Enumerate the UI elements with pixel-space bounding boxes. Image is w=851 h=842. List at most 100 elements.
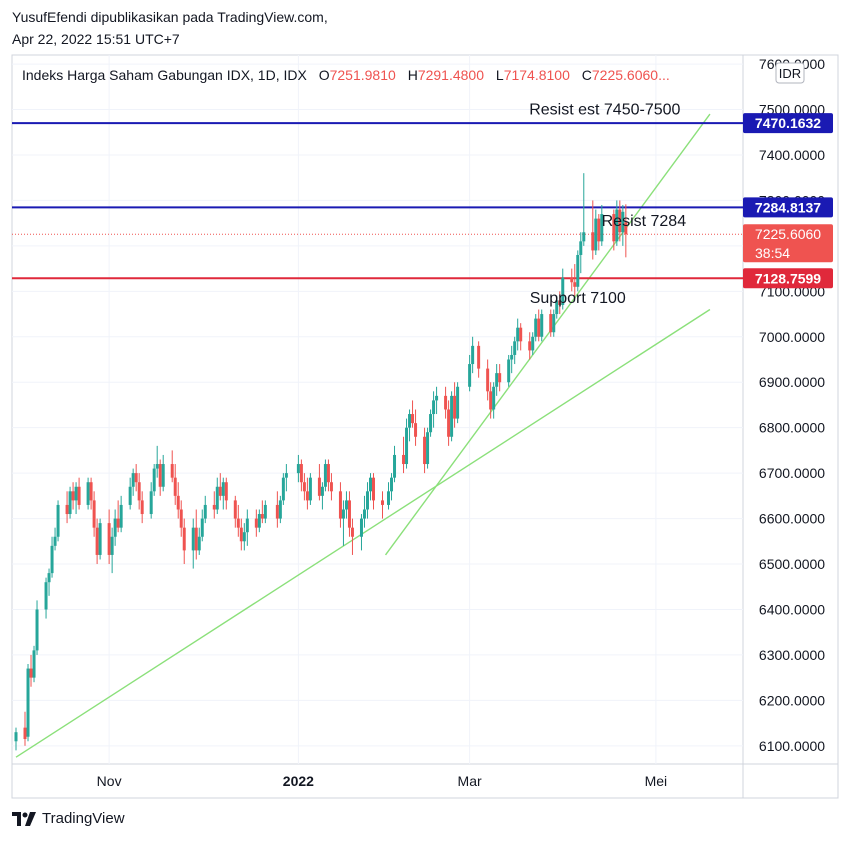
candle [371,473,375,510]
trendlines [15,113,711,758]
candle-body [212,504,216,510]
y-tick-label: 7400.0000 [759,147,825,163]
candle [534,314,538,342]
candle [92,491,96,537]
candle [477,341,481,378]
candle [71,482,75,510]
candle-body [468,364,472,387]
candle [495,364,499,396]
candle [471,336,475,374]
candle [137,473,141,510]
candle [555,295,559,319]
price-labels: 7470.1632 7284.8137 7128.7599 7225.6060 38:5… [743,113,833,289]
candle-body [435,395,439,401]
tradingview-logo-icon [12,811,36,826]
resist-price-label: 7284.8137 [755,199,821,215]
candle [414,409,418,446]
candle-body [537,318,541,337]
candle-body [573,282,577,287]
candle [528,332,532,360]
candle [149,482,153,519]
annotation-label: Resist 7284 [602,213,687,230]
candle [89,477,93,510]
candle-body [65,504,69,515]
candle [320,482,324,510]
candle [615,200,619,246]
candle-body [408,414,412,428]
support-price-label: 7128.7599 [755,270,821,286]
candle [68,486,72,519]
resist-est-price-label: 7470.1632 [755,115,821,131]
candle-body [92,500,96,528]
candle-body [95,527,99,555]
candle [128,477,132,510]
candle-body [224,482,228,501]
candle-body [137,482,141,501]
candle [573,264,577,296]
tradingview-logo[interactable]: TradingView [12,810,125,827]
candle-body [390,477,394,492]
legend-h-value: 7291.4800 [418,67,484,83]
currency-badge-box [775,62,805,84]
candle-body [489,391,493,410]
candle-body [344,500,348,510]
candle-body [194,527,198,551]
candle-body [579,241,583,255]
candle [302,473,306,501]
candle [552,309,556,337]
candle-body [170,464,174,478]
candle-body [477,345,481,369]
last-price-box [743,224,833,263]
legend[interactable]: Indeks Harga Saham Gabungan IDX, 1D, IDX… [22,67,670,83]
candle-body [341,509,345,519]
candle [561,268,565,310]
candle-body [77,486,81,505]
annotations[interactable]: Resist est 7450-7500 Resist 7284 Support 7… [529,102,686,308]
candle [296,454,300,483]
candle-body [540,314,544,337]
candle-body [317,477,321,496]
candle [173,464,177,505]
candle-body [149,491,153,515]
candle-body [510,354,514,360]
candle-body [555,300,559,315]
candle [540,309,544,342]
candles[interactable] [14,173,628,751]
candle [537,309,541,342]
candle [365,482,369,519]
time-axis[interactable]: Nov 2022 Mar Mei [97,773,667,789]
candle-body [393,454,397,478]
candle [242,523,246,551]
currency-badge[interactable]: IDR [775,62,805,84]
candle-body [299,464,303,483]
candle-body [447,409,451,437]
candle [486,359,490,401]
candle-body [44,582,48,610]
candle-body [86,482,90,505]
candle [579,232,583,274]
candle [299,459,303,492]
price-axis[interactable]: 6100.0000 6200.0000 6300.0000 6400.0000 6500… [759,56,825,754]
annotation-label: Support 7100 [530,290,626,307]
candle-body [561,277,565,305]
candle [245,509,249,546]
candle [131,468,135,496]
candle-body [296,464,300,474]
candle [489,382,493,419]
candle-body [245,518,249,533]
candle [621,204,625,246]
candle-body [161,464,165,487]
candle [218,473,222,501]
publisher-line: YusufEfendi dipublikasikan pada TradingV… [12,9,328,25]
x-tick-label: Mar [458,773,482,789]
candle [426,427,430,469]
y-tick-label: 6800.0000 [759,420,825,436]
candle [531,332,535,355]
candle [519,323,523,351]
candle [119,495,123,533]
candle-body [23,727,27,740]
candle [35,600,39,655]
y-tick-label: 6300.0000 [759,647,825,663]
candle-body [576,254,580,287]
